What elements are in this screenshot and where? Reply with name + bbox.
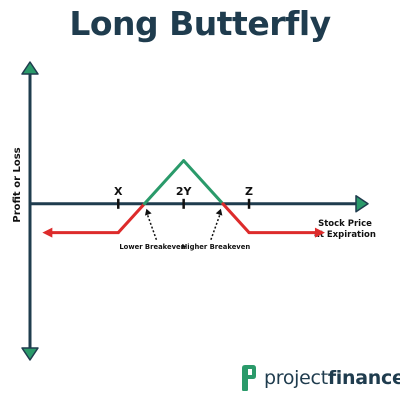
brand-logo: projectfinance — [240, 362, 400, 394]
payoff-left-arrowhead — [42, 227, 53, 238]
breakeven-pointer — [145, 211, 158, 241]
x-axis-label-line-2: at Expiration — [314, 230, 376, 240]
brand-word-finance: finance — [327, 367, 400, 389]
x-axis-label-line-1: Stock Price — [318, 219, 372, 229]
brand-word-project: project — [264, 367, 328, 389]
y-axis-arrow-down — [21, 347, 39, 361]
payoff-loss-segment — [116, 202, 146, 235]
y-axis-arrow-up — [21, 61, 39, 75]
breakeven-label: Higher Breakeven — [182, 243, 251, 251]
payoff-loss-segment — [221, 202, 251, 235]
payoff-right-arrowhead — [314, 227, 325, 238]
payoff-profit-segment — [182, 159, 225, 206]
breakeven-pointer-head — [215, 208, 223, 216]
projectfinance-logo-icon — [242, 365, 256, 391]
breakeven-pointer — [210, 211, 222, 241]
strike-label: Z — [245, 185, 253, 198]
payoff-profit-segment — [142, 159, 186, 206]
breakeven-pointer-head — [144, 208, 152, 216]
chart-title: Long Butterfly — [69, 4, 331, 43]
strike-label: 2Y — [176, 185, 193, 198]
breakeven-label: Lower Breakeven — [119, 243, 185, 251]
strike-label: X — [114, 185, 123, 198]
y-axis-label: Profit or Loss — [12, 147, 23, 222]
x-axis-arrow-right — [355, 195, 369, 213]
brand-wordmark: projectfinance — [264, 367, 400, 389]
